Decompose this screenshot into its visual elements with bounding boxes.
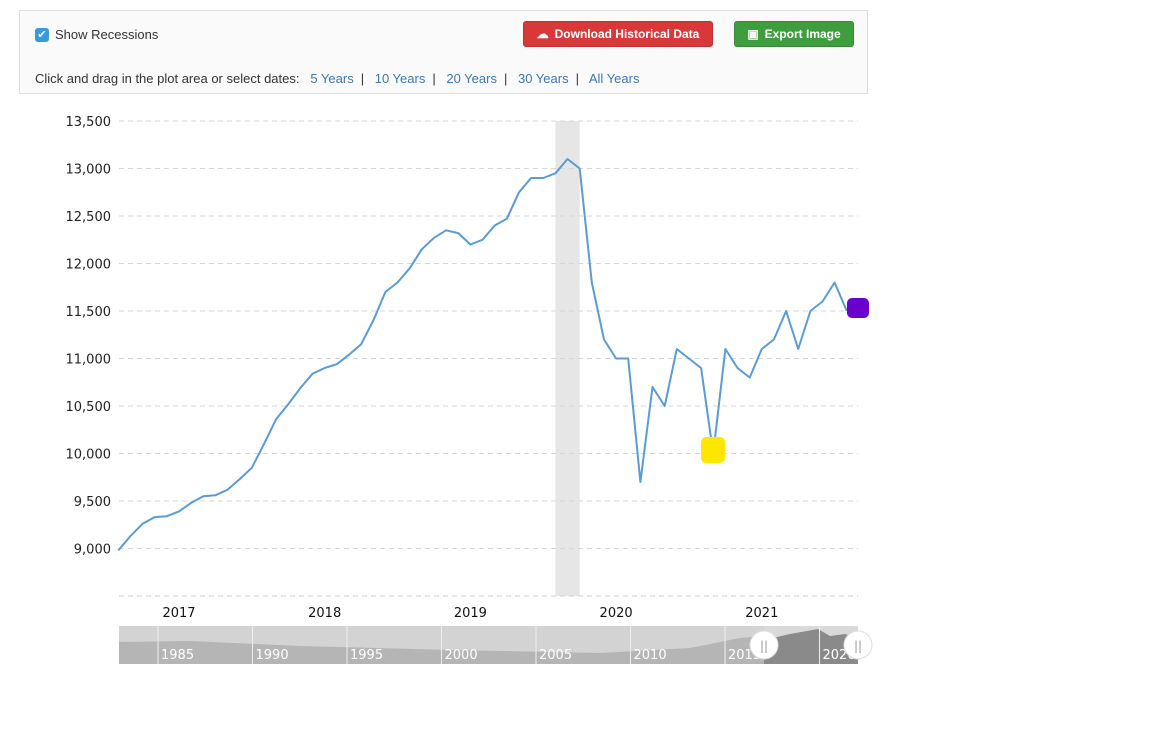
yellow-highlight-mark	[701, 436, 726, 463]
export-image-button[interactable]: ▣ Export Image	[734, 21, 854, 47]
y-tick-label: 9,500	[74, 495, 111, 510]
image-icon: ▣	[747, 27, 759, 41]
grip-icon: ||	[760, 639, 768, 653]
date-range-selector: Click and drag in the plot area or selec…	[35, 71, 640, 86]
y-tick-label: 12,500	[66, 210, 112, 225]
chart-toolbar: ✔ Show Recessions ☁ Download Historical …	[19, 10, 868, 94]
y-tick-label: 13,000	[66, 163, 112, 178]
data-series-line	[117, 158, 848, 552]
navigator-year-label: 2010	[634, 648, 667, 663]
x-tick-label: 2018	[308, 606, 341, 621]
check-icon[interactable]: ✔	[35, 27, 49, 42]
download-historical-data-button[interactable]: ☁ Download Historical Data	[523, 21, 713, 47]
x-tick-label: 2019	[454, 606, 487, 621]
navigator-right-handle[interactable]	[843, 630, 873, 660]
export-label: Export Image	[764, 27, 841, 41]
date-prompt: Click and drag in the plot area or selec…	[35, 71, 300, 86]
recession-band	[555, 121, 580, 596]
y-tick-label: 10,500	[66, 400, 112, 415]
y-tick-label: 9,000	[74, 543, 111, 558]
y-tick-label: 13,500	[66, 115, 112, 130]
range-20-years[interactable]: 20 Years	[446, 71, 497, 86]
navigator-year-label: 1985	[161, 648, 194, 663]
download-label: Download Historical Data	[554, 27, 700, 41]
y-tick-label: 12,000	[66, 258, 112, 273]
show-recessions-label: Show Recessions	[55, 27, 159, 42]
y-tick-label: 11,000	[66, 353, 112, 368]
x-tick-label: 2017	[162, 606, 195, 621]
navigator-left-handle[interactable]	[749, 630, 779, 660]
x-tick-label: 2020	[600, 606, 633, 621]
cloud-download-icon: ☁	[536, 27, 549, 41]
range-30-years[interactable]: 30 Years	[517, 71, 569, 86]
navigator-year-label: 1990	[256, 648, 289, 663]
y-tick-label: 10,000	[66, 448, 112, 463]
y-tick-label: 11,500	[66, 305, 112, 320]
navigator-selected-area	[764, 629, 858, 664]
navigator-year-label: 2000	[445, 648, 478, 663]
navigator-year-label: 2005	[539, 648, 572, 663]
range-10-years[interactable]: 10 Years	[374, 71, 426, 86]
range-all-years[interactable]: All Years	[588, 71, 640, 86]
show-recessions-toggle[interactable]: ✔ Show Recessions	[35, 27, 158, 42]
range-5-years[interactable]: 5 Years	[310, 71, 354, 86]
grip-icon: ||	[854, 639, 862, 653]
x-tick-label: 2021	[745, 606, 778, 621]
purple-highlight-mark	[846, 298, 869, 318]
navigator-year-label: 1995	[350, 648, 383, 663]
